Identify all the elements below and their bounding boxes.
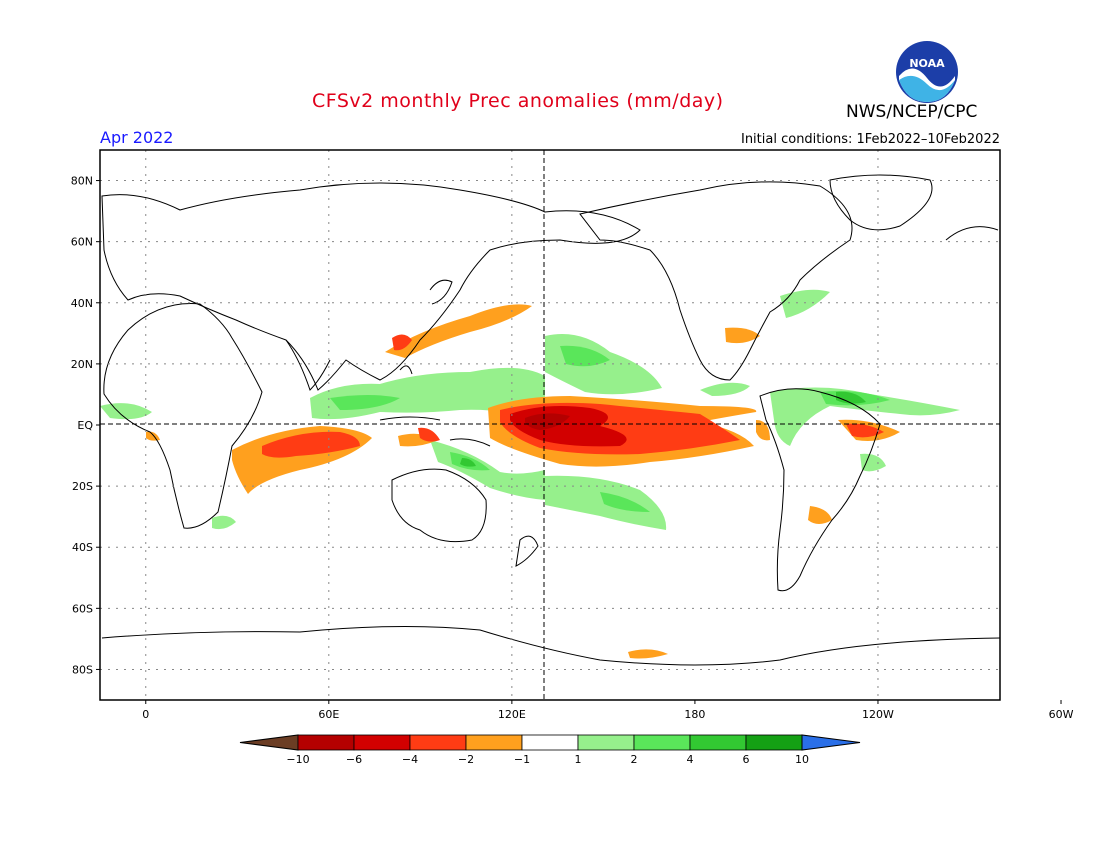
lat-label: 80S: [72, 663, 93, 676]
initial-conditions: Initial conditions: 1Feb2022–10Feb2022: [740, 132, 1000, 147]
colorbar-bin: [353, 734, 411, 751]
coast-africa: [103, 303, 263, 529]
graticule: [100, 150, 1000, 700]
colorbar-bin: [409, 734, 467, 751]
lon-label: 0: [142, 708, 149, 721]
coast-greenland: [829, 174, 933, 231]
colorbar-label: 2: [631, 753, 638, 766]
anomaly-dry-gulf: [725, 327, 760, 344]
colorbar-label: −4: [402, 753, 418, 766]
chart-title: CFSv2 monthly Prec anomalies (mm/day): [312, 90, 724, 112]
anomaly-wet-brazil-east: [860, 453, 886, 472]
anomaly-wet-south-america-north: [770, 387, 960, 446]
anomaly-wet-us-east: [780, 289, 830, 318]
lon-axis: 060E120E180120W60W0: [142, 700, 1074, 721]
coast-south-america: [759, 388, 881, 592]
lat-axis: 80N 60N 40N 20N EQ 20S 40S 60S 80S: [71, 175, 100, 676]
coastlines: [101, 174, 1000, 666]
valid-month: Apr 2022: [100, 128, 174, 147]
coast-eurasia: [101, 182, 641, 391]
colorbar-low-arrow: [239, 734, 299, 751]
colorbar-label: −10: [286, 753, 309, 766]
colorbar-high-arrow: [801, 734, 861, 751]
colorbar-bin: [521, 734, 579, 751]
coast-antarctica: [101, 625, 1000, 666]
lon-label: 120W: [862, 708, 894, 721]
colorbar-label: −1: [514, 753, 530, 766]
lat-label: 20S: [72, 480, 93, 493]
coast-new-zealand: [515, 535, 539, 567]
anomaly-wet-south-africa: [212, 515, 236, 530]
lat-label: 60N: [71, 236, 93, 249]
lat-label: EQ: [77, 419, 93, 432]
colorbar: −10 −6 −4 −2 −1 1 2 4 6 10: [239, 734, 861, 766]
colorbar-label: −6: [346, 753, 362, 766]
colorbar-bin: [745, 734, 803, 751]
colorbar-label: 6: [743, 753, 750, 766]
colorbar-bin: [689, 734, 747, 751]
coast-india: [285, 339, 331, 391]
colorbar-bin: [465, 734, 523, 751]
anomaly-wet-africa-west: [100, 403, 152, 420]
lat-label: 40S: [72, 541, 93, 554]
anomaly-dry-south-america-se: [808, 506, 832, 524]
noaa-logo-icon: NOAA: [896, 41, 958, 103]
colorbar-bin: [297, 734, 355, 751]
lat-label: 80N: [71, 175, 93, 188]
agency-label: NWS/NCEP/CPC: [846, 102, 978, 122]
lon-label: 60E: [318, 708, 339, 721]
lon-label: 180: [684, 708, 705, 721]
lat-label: 20N: [71, 358, 93, 371]
anomaly-wet-central-america: [700, 382, 750, 396]
lon-label: 60W: [1049, 708, 1074, 721]
colorbar-label: 4: [687, 753, 694, 766]
anomaly-dry-nw-pacific: [385, 304, 532, 358]
colorbar-label: 10: [795, 753, 809, 766]
lon-label: 120E: [498, 708, 526, 721]
colorbar-label: 1: [575, 753, 582, 766]
anomaly-shading: [100, 289, 960, 659]
anomaly-dry-antarctic: [628, 649, 668, 659]
lat-label: 60S: [72, 602, 93, 615]
coast-australia: [391, 468, 487, 543]
coast-north-america: [579, 181, 853, 381]
colorbar-bin: [577, 734, 635, 751]
colorbar-bin: [633, 734, 691, 751]
logo-text: NOAA: [909, 57, 945, 70]
colorbar-label: −2: [458, 753, 474, 766]
lat-label: 40N: [71, 297, 93, 310]
